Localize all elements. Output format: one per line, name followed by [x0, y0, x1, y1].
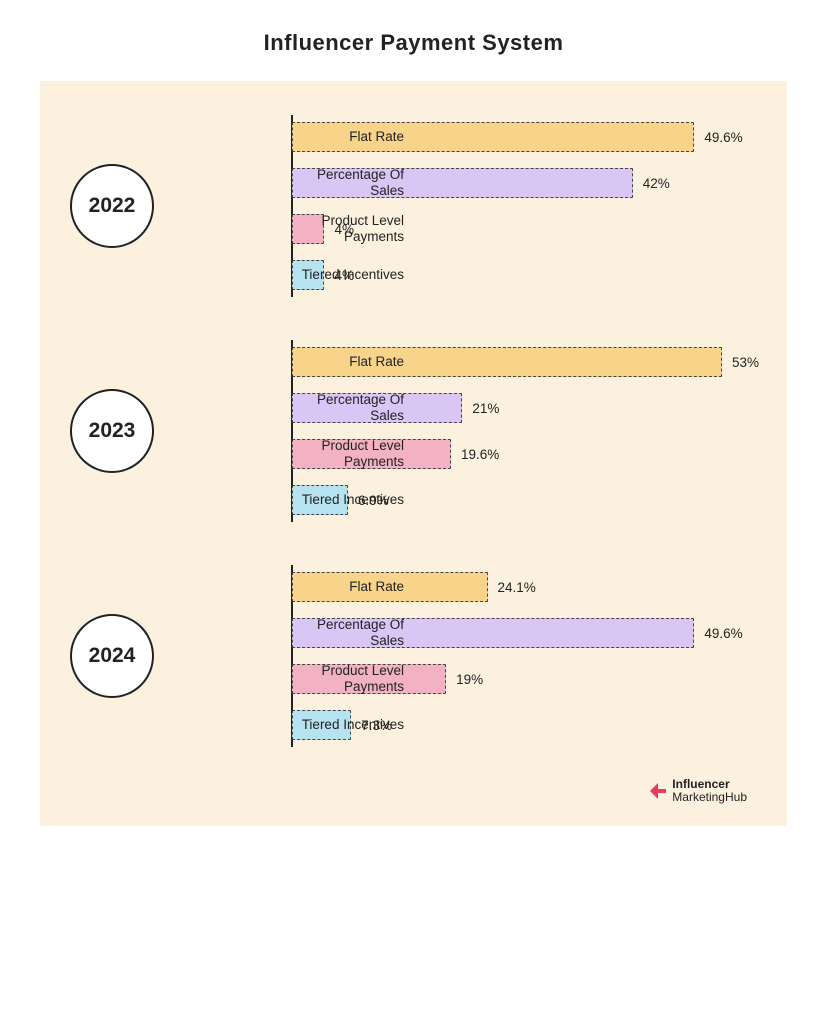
bar-value: 21%: [472, 401, 499, 416]
bar-label: Percentage Of Sales: [294, 617, 404, 649]
bar-value: 49.6%: [704, 130, 742, 145]
bar-row: Tiered Incentives6.9%: [292, 484, 759, 516]
bar-label: Product Level Payments: [294, 213, 404, 245]
bar-row: Tiered Incentives4%: [292, 259, 757, 291]
year-block: 2023 Flat Rate 53% Percentage Of Sales 21% Pr…: [70, 346, 757, 516]
bar-row: Percentage Of Sales 49.6%: [292, 617, 757, 649]
year-block: 2022 Flat Rate 49.6% Percentage Of Sales 42%…: [70, 121, 757, 291]
bar-row: Percentage Of Sales 21%: [292, 392, 759, 424]
bar-value: 49.6%: [704, 626, 742, 641]
bar-value: 42%: [643, 176, 670, 191]
bar-value: 19.6%: [461, 447, 499, 462]
bar-value: 53%: [732, 355, 759, 370]
bar-label: Flat Rate: [294, 129, 404, 145]
bars-area: Flat Rate 24.1% Percentage Of Sales 49.6% Pr…: [172, 571, 757, 741]
bar-row: Product Level Payments4%: [292, 213, 757, 245]
bar-row: Flat Rate 24.1%: [292, 571, 757, 603]
year-badge: 2022: [70, 164, 154, 248]
bar-label: Product Level Payments: [294, 663, 404, 695]
bar-value: 24.1%: [498, 580, 536, 595]
chart-title: Influencer Payment System: [40, 30, 787, 56]
brand-logo-text: Influencer MarketingHub: [672, 778, 747, 804]
bar-label: Flat Rate: [294, 354, 404, 370]
bar-value: 19%: [456, 672, 483, 687]
year-badge: 2023: [70, 389, 154, 473]
bars-area: Flat Rate 49.6% Percentage Of Sales 42% Prod…: [172, 121, 757, 291]
bar-row: Product Level Payments 19%: [292, 663, 757, 695]
bar-row: Flat Rate 49.6%: [292, 121, 757, 153]
year-badge: 2024: [70, 614, 154, 698]
bar-row: Tiered Incentives7.3%: [292, 709, 757, 741]
chart-panel: 2022 Flat Rate 49.6% Percentage Of Sales 42%…: [40, 81, 787, 826]
bar-label: Tiered Incentives: [294, 492, 404, 508]
bar-label: Percentage Of Sales: [294, 392, 404, 424]
bar-row: Percentage Of Sales 42%: [292, 167, 757, 199]
bar-label: Tiered Incentives: [294, 267, 404, 283]
year-block: 2024 Flat Rate 24.1% Percentage Of Sales 49.…: [70, 571, 757, 741]
bars-area: Flat Rate 53% Percentage Of Sales 21% Produc…: [172, 346, 759, 516]
bar-row: Product Level Payments 19.6%: [292, 438, 759, 470]
bar-row: Flat Rate 53%: [292, 346, 759, 378]
brand-logo-line2: MarketingHub: [672, 791, 747, 804]
bar-label: Percentage Of Sales: [294, 167, 404, 199]
brand-logo-line1: Influencer: [672, 778, 747, 791]
brand-logo-icon: [650, 783, 666, 799]
bar-label: Product Level Payments: [294, 438, 404, 470]
brand-logo: Influencer MarketingHub: [650, 778, 747, 804]
bar-label: Tiered Incentives: [294, 717, 404, 733]
bar-label: Flat Rate: [294, 579, 404, 595]
